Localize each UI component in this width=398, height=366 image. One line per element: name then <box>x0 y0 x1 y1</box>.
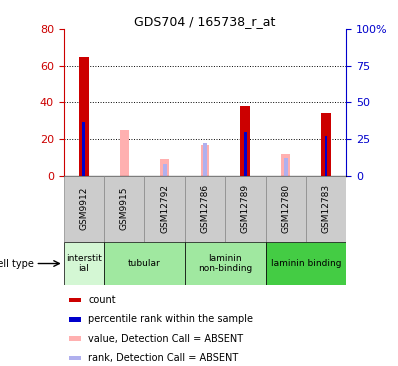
Bar <box>225 176 265 242</box>
Bar <box>265 176 306 242</box>
Bar <box>82 122 85 176</box>
Text: GSM12783: GSM12783 <box>322 184 331 233</box>
Text: interstit
ial: interstit ial <box>66 254 102 273</box>
Bar <box>325 136 328 176</box>
Bar <box>144 176 185 242</box>
Bar <box>281 154 290 176</box>
Bar <box>284 158 288 176</box>
Text: value, Detection Call = ABSENT: value, Detection Call = ABSENT <box>88 334 244 344</box>
Bar <box>306 176 346 242</box>
Bar <box>69 355 81 361</box>
Text: GSM12786: GSM12786 <box>201 184 209 233</box>
Bar <box>69 298 81 302</box>
Text: GSM9912: GSM9912 <box>79 187 88 230</box>
Bar <box>104 242 185 285</box>
Bar <box>321 113 331 176</box>
Text: laminin
non-binding: laminin non-binding <box>198 254 252 273</box>
Text: cell type: cell type <box>0 258 33 269</box>
Bar <box>240 106 250 176</box>
Bar <box>64 176 104 242</box>
Bar <box>120 130 129 176</box>
Bar <box>162 164 167 176</box>
Bar <box>69 336 81 341</box>
Bar <box>79 57 89 176</box>
Bar <box>203 143 207 176</box>
Bar <box>64 242 104 285</box>
Bar <box>265 242 346 285</box>
Text: tubular: tubular <box>128 259 161 268</box>
Text: GSM12780: GSM12780 <box>281 184 290 233</box>
Text: rank, Detection Call = ABSENT: rank, Detection Call = ABSENT <box>88 353 238 363</box>
Title: GDS704 / 165738_r_at: GDS704 / 165738_r_at <box>134 15 276 28</box>
Bar <box>104 176 144 242</box>
Bar <box>244 132 247 176</box>
Text: count: count <box>88 295 116 305</box>
Bar <box>160 159 169 176</box>
Text: GSM12792: GSM12792 <box>160 184 169 233</box>
Bar <box>69 317 81 322</box>
Text: GSM9915: GSM9915 <box>120 187 129 230</box>
Bar <box>185 176 225 242</box>
Bar <box>201 145 209 176</box>
Text: GSM12789: GSM12789 <box>241 184 250 233</box>
Text: laminin binding: laminin binding <box>271 259 341 268</box>
Bar <box>185 242 265 285</box>
Text: percentile rank within the sample: percentile rank within the sample <box>88 314 253 324</box>
